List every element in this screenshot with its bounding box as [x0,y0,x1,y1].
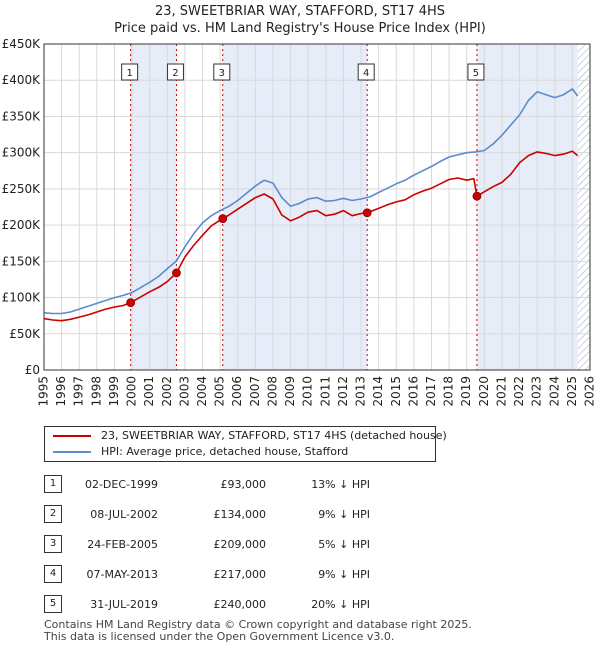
chart-title: 23, SWEETBRIAR WAY, STAFFORD, ST17 4HS [154,4,446,19]
sale-marker-box [467,63,485,81]
x-tick-label: 2020 [477,376,491,407]
sale-number: 5 [44,595,62,613]
legend-label-hpi: HPI: Average price, detached house, Staf… [101,445,349,458]
sale-price: £240,000 [213,598,267,611]
x-tick-label: 2010 [301,376,315,407]
sale-price: £209,000 [213,538,267,551]
legend-swatch-hpi [53,451,91,453]
y-tick-label: £150K [2,254,42,268]
ownership-period-band [476,44,578,370]
table-row: 2 08-JUL-2002 £134,000 9% ↓ HPI [0,505,600,525]
sale-number: 4 [44,565,62,583]
sale-marker-label: 2 [172,68,178,79]
sale-marker-box [213,63,231,81]
y-tick-label: £50K [9,327,41,341]
sale-marker-label: 5 [473,68,479,79]
y-tick-label: £100K [2,291,42,305]
x-tick-label: 2017 [424,376,438,407]
x-tick-label: 2022 [512,376,526,407]
x-tick-label: 2023 [530,376,544,407]
sale-hpi-diff: 9% ↓ HPI [318,508,370,521]
x-tick-label: 2002 [160,376,174,407]
price-chart: 1 2 3 4 5 £0 £50K £100K £150K £200K £250K £300K £35… [2,37,597,407]
sale-price: £93,000 [220,478,267,491]
y-tick-label: £400K [2,73,42,87]
sale-date: 08-JUL-2002 [90,508,158,521]
y-tick-label: £450K [2,37,42,51]
y-tick-label: £300K [2,146,42,160]
table-row: 3 24-FEB-2005 £209,000 5% ↓ HPI [0,535,600,555]
x-tick-label: 2007 [248,376,262,407]
x-tick-label: 2006 [230,376,244,407]
y-tick-label: £250K [2,182,42,196]
sale-date: 07-MAY-2013 [86,568,158,581]
sale-marker-label: 4 [363,68,369,79]
legend-label-property: 23, SWEETBRIAR WAY, STAFFORD, ST17 4HS (… [101,429,447,442]
x-tick-label: 2015 [389,376,403,407]
y-tick-label: £200K [2,218,42,232]
x-tick-label: 2005 [213,376,227,407]
y-tick-label: £0 [25,363,40,377]
hpi-line [43,88,579,315]
sale-point [172,268,181,278]
footer-license: This data is licensed under the Open Gov… [44,630,395,643]
sale-point [218,214,228,223]
sale-number: 3 [44,535,62,553]
legend-swatch-property [53,435,91,437]
x-tick-label: 2011 [318,376,332,407]
sale-hpi-diff: 20% ↓ HPI [311,598,370,611]
x-tick-label: 1996 [54,376,68,407]
sale-marker-box [121,63,139,81]
x-tick-label: 2025 [565,376,579,407]
x-tick-label: 2004 [195,376,209,407]
sale-marker-box [166,63,184,81]
x-tick-label: 2009 [283,376,297,407]
x-tick-label: 1997 [72,376,86,407]
ownership-period-band [222,44,368,370]
x-tick-label: 1999 [107,376,121,407]
y-tick-label: £350K [2,109,42,123]
x-tick-label: 2016 [406,376,420,407]
sale-marker-label: 1 [126,68,132,79]
plot-frame [43,43,591,371]
sale-price: £134,000 [213,508,267,521]
chart-subtitle: Price paid vs. HM Land Registry's House … [114,21,486,36]
sale-price: £217,000 [213,568,267,581]
x-tick-label: 2018 [442,376,456,407]
x-tick-label: 2013 [354,376,368,407]
x-tick-label: 2003 [177,376,191,407]
sale-marker-label: 3 [219,68,225,79]
legend: 23, SWEETBRIAR WAY, STAFFORD, ST17 4HS (… [44,426,447,462]
x-tick-label: 2001 [142,376,156,407]
sale-point [126,298,136,308]
x-tick-label: 2026 [583,376,597,407]
forecast-hatch-region [577,44,590,370]
sale-date: 31-JUL-2019 [90,598,158,611]
x-tick-label: 2024 [547,376,561,407]
sale-point [362,208,372,218]
table-row: 4 07-MAY-2013 £217,000 9% ↓ HPI [0,565,600,585]
x-tick-label: 2014 [371,376,385,407]
table-row: 1 02-DEC-1999 £93,000 13% ↓ HPI [0,475,600,495]
sale-number: 1 [44,475,62,493]
sale-point [472,191,482,201]
sale-number: 2 [44,505,62,523]
ownership-period-band [130,44,177,370]
sale-date: 24-FEB-2005 [87,538,158,551]
x-tick-label: 1998 [89,376,103,407]
x-tick-label: 2008 [265,376,279,407]
sale-hpi-diff: 5% ↓ HPI [318,538,370,551]
sale-marker-box [357,63,375,81]
x-tick-label: 1995 [37,376,51,407]
sale-date: 02-DEC-1999 [84,478,158,491]
x-tick-label: 2019 [459,376,473,407]
x-tick-label: 2012 [336,376,350,407]
sale-hpi-diff: 13% ↓ HPI [311,478,370,491]
x-tick-label: 2021 [494,376,508,407]
footer-copyright: Contains HM Land Registry data © Crown c… [44,618,472,631]
x-tick-label: 2000 [125,376,139,407]
table-row: 5 31-JUL-2019 £240,000 20% ↓ HPI [0,595,600,615]
sale-hpi-diff: 9% ↓ HPI [318,568,370,581]
